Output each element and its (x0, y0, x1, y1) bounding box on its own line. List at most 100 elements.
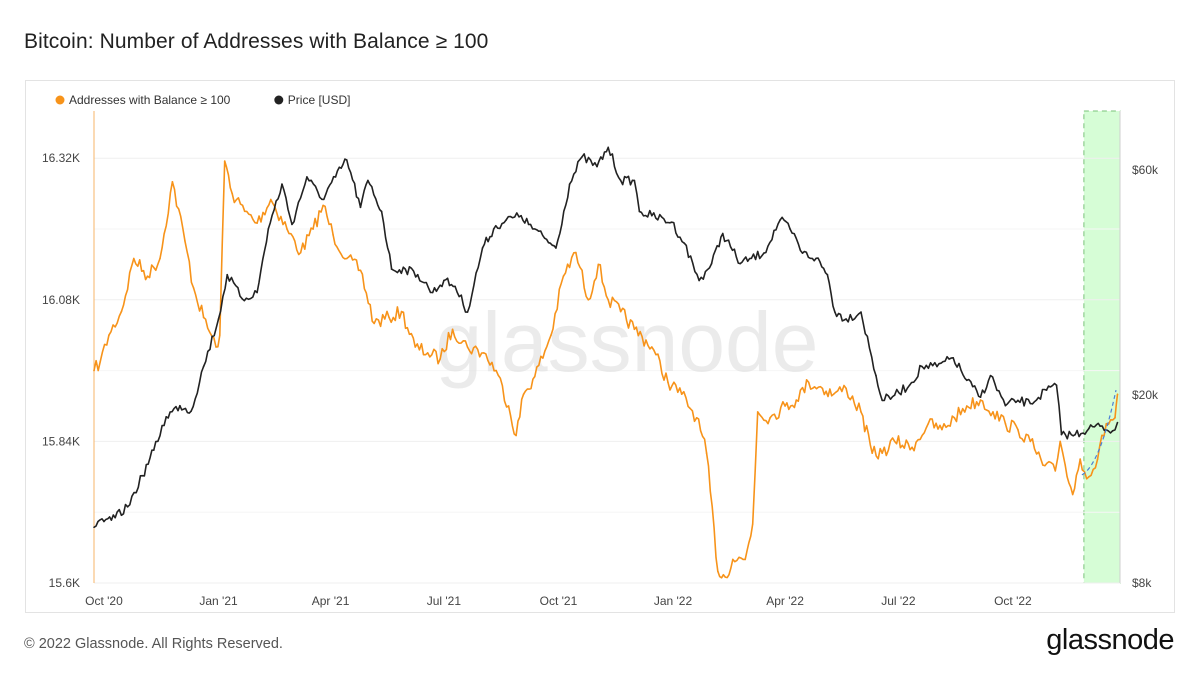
x-axis-tick-label: Apr '22 (766, 594, 804, 608)
forecast-trend-line (1081, 389, 1117, 476)
price-point (893, 394, 896, 396)
price-point (126, 506, 129, 508)
addresses-point (359, 269, 362, 272)
chart-canvas[interactable]: glassnode 15.6K 15.84K 16.08K 16.32K $8k $20k $… (26, 81, 1176, 614)
forecast-region (1083, 111, 1120, 583)
price-point (683, 242, 685, 244)
series-addresses (93, 160, 1119, 579)
addresses-point (286, 228, 288, 230)
price-point (596, 165, 598, 168)
price-line (93, 146, 1119, 528)
legend-addresses-label: Addresses with Balance ≥ 100 (69, 93, 231, 107)
addresses-point (322, 204, 324, 207)
addresses-point (231, 192, 234, 195)
price-point (114, 516, 116, 519)
price-point (416, 273, 419, 276)
addresses-point (99, 360, 102, 363)
addresses-point (575, 251, 577, 254)
series-price (93, 146, 1119, 529)
price-point (815, 257, 817, 260)
price-point (1088, 427, 1090, 430)
price-point (359, 206, 362, 209)
price-point (966, 379, 968, 382)
addresses-point (1029, 440, 1032, 443)
price-point (1029, 402, 1032, 405)
addresses-point (312, 228, 314, 230)
price-point (1055, 384, 1058, 386)
price-point (520, 214, 522, 217)
x-axis-tick-label: Jan '22 (654, 594, 693, 608)
addresses-point (133, 257, 135, 260)
addresses-point (332, 234, 334, 236)
addresses-point (146, 275, 149, 277)
addresses-point (597, 263, 600, 266)
addresses-point (751, 523, 754, 525)
price-point (481, 247, 484, 249)
price-point (801, 252, 804, 254)
addresses-point (769, 417, 771, 419)
addresses-point (184, 240, 186, 242)
legend-price-label: Price [USD] (288, 93, 351, 107)
right-axis-tick-label: $8k (1132, 576, 1152, 590)
price-point (492, 228, 495, 230)
price-point (555, 247, 557, 249)
addresses-point (756, 411, 759, 413)
price-point (241, 298, 243, 300)
price-point (267, 228, 270, 230)
price-point (443, 279, 445, 282)
addresses-point (860, 411, 862, 413)
price-point (581, 155, 583, 158)
price-point (789, 228, 791, 230)
addresses-point (1059, 440, 1062, 443)
legend: Addresses with Balance ≥ 100 Price [USD] (55, 93, 351, 107)
addresses-point (533, 375, 536, 378)
price-point (1060, 433, 1063, 436)
right-axis-tick-label: $60k (1132, 163, 1159, 177)
price-point (431, 291, 434, 294)
price-point (670, 221, 673, 224)
addresses-point (482, 352, 485, 354)
price-point (619, 179, 622, 182)
price-point (454, 285, 456, 288)
price-point (826, 273, 829, 276)
addresses-point (550, 334, 552, 336)
addresses-point (1054, 470, 1057, 472)
price-point (390, 268, 393, 270)
price-point (989, 374, 992, 377)
x-axis-tick-label: Jan '21 (199, 594, 238, 608)
addresses-point (171, 181, 174, 183)
addresses-point (1064, 464, 1067, 466)
addresses-point (414, 346, 417, 348)
addresses-point (400, 310, 403, 313)
addresses-point (1042, 464, 1044, 466)
brand-logo[interactable]: glassnode (1046, 624, 1174, 656)
addresses-point (845, 387, 847, 390)
price-point (404, 268, 407, 270)
addresses-point (651, 346, 653, 348)
price-point (1099, 425, 1101, 427)
addresses-point (515, 434, 517, 437)
price-point (226, 273, 229, 276)
price-point (952, 356, 954, 359)
x-axis-tick-label: Jul '22 (881, 594, 916, 608)
addresses-point (784, 405, 786, 407)
addresses-point (223, 160, 226, 162)
addresses-point (108, 334, 110, 336)
right-axis-tick-label: $20k (1132, 388, 1159, 402)
addresses-point (953, 417, 956, 419)
x-axis-tick-label: Apr '21 (312, 594, 350, 608)
addresses-point (1017, 428, 1019, 431)
price-point (543, 237, 546, 240)
addresses-point (243, 210, 246, 213)
price-point (527, 223, 530, 226)
chart-title: Bitcoin: Number of Addresses with Balanc… (24, 30, 489, 53)
addresses-point (695, 417, 698, 419)
addresses-point (439, 358, 441, 360)
x-axis-tick-label: Oct '20 (85, 594, 123, 608)
addresses-point (992, 411, 994, 413)
price-point (698, 279, 700, 282)
addresses-point (1071, 493, 1074, 496)
addresses-point (270, 198, 272, 201)
addresses-point (979, 399, 982, 401)
chart-panel: glassnode 15.6K 15.84K 16.08K 16.32K $8k $20k $… (25, 80, 1175, 613)
